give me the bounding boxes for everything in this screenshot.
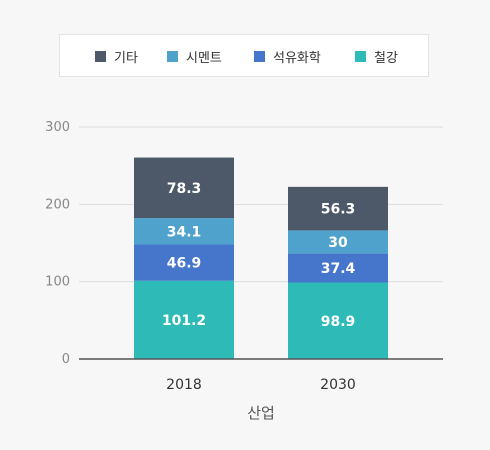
- data-label-2018-0: 101.2: [162, 313, 206, 329]
- data-label-2018-1: 46.9: [167, 256, 202, 272]
- bar-segment-2030-3[interactable]: [288, 186, 388, 231]
- data-label-2030-2: 30: [328, 235, 348, 251]
- y-tick-label-200: 200: [45, 197, 70, 212]
- legend-item-etc[interactable]: 기타: [95, 35, 138, 78]
- data-label-2018-3: 78.3: [167, 181, 202, 197]
- data-label-2030-0: 98.9: [321, 314, 356, 330]
- legend-swatch-steel: [355, 51, 366, 62]
- legend: 기타 시멘트 석유화학 철강: [59, 34, 429, 77]
- bar-segment-2030-0[interactable]: [288, 282, 388, 359]
- data-label-2030-3: 56.3: [321, 202, 356, 218]
- legend-label-steel: 철강: [374, 51, 398, 66]
- data-label-2018-2: 34.1: [167, 224, 202, 240]
- legend-label-etc: 기타: [114, 51, 138, 66]
- bar-segment-2018-0[interactable]: [134, 280, 234, 359]
- bar-segment-2030-1[interactable]: [288, 253, 388, 283]
- legend-swatch-etc: [95, 51, 106, 62]
- bar-segment-2030-2[interactable]: [288, 230, 388, 254]
- x-axis-title: 산업: [247, 404, 275, 422]
- bar-segment-2018-1[interactable]: [134, 244, 234, 281]
- legend-label-cement: 시멘트: [186, 51, 222, 66]
- y-tick-label-0: 0: [62, 352, 70, 367]
- bar-segment-2018-2[interactable]: [134, 218, 234, 245]
- legend-swatch-cement: [167, 51, 178, 62]
- y-tick-label-100: 100: [45, 275, 70, 290]
- legend-item-cement[interactable]: 시멘트: [167, 35, 222, 78]
- bar-segment-2018-3[interactable]: [134, 157, 234, 219]
- legend-item-steel[interactable]: 철강: [355, 35, 398, 78]
- legend-item-petrochemical[interactable]: 석유화학: [254, 35, 321, 78]
- legend-label-petrochemical: 석유화학: [273, 51, 321, 66]
- x-tick-label-2018: 2018: [166, 377, 202, 393]
- y-tick-label-300: 300: [45, 120, 70, 135]
- x-tick-label-2030: 2030: [320, 377, 356, 393]
- data-label-2030-1: 37.4: [321, 261, 356, 277]
- legend-swatch-petrochemical: [254, 51, 265, 62]
